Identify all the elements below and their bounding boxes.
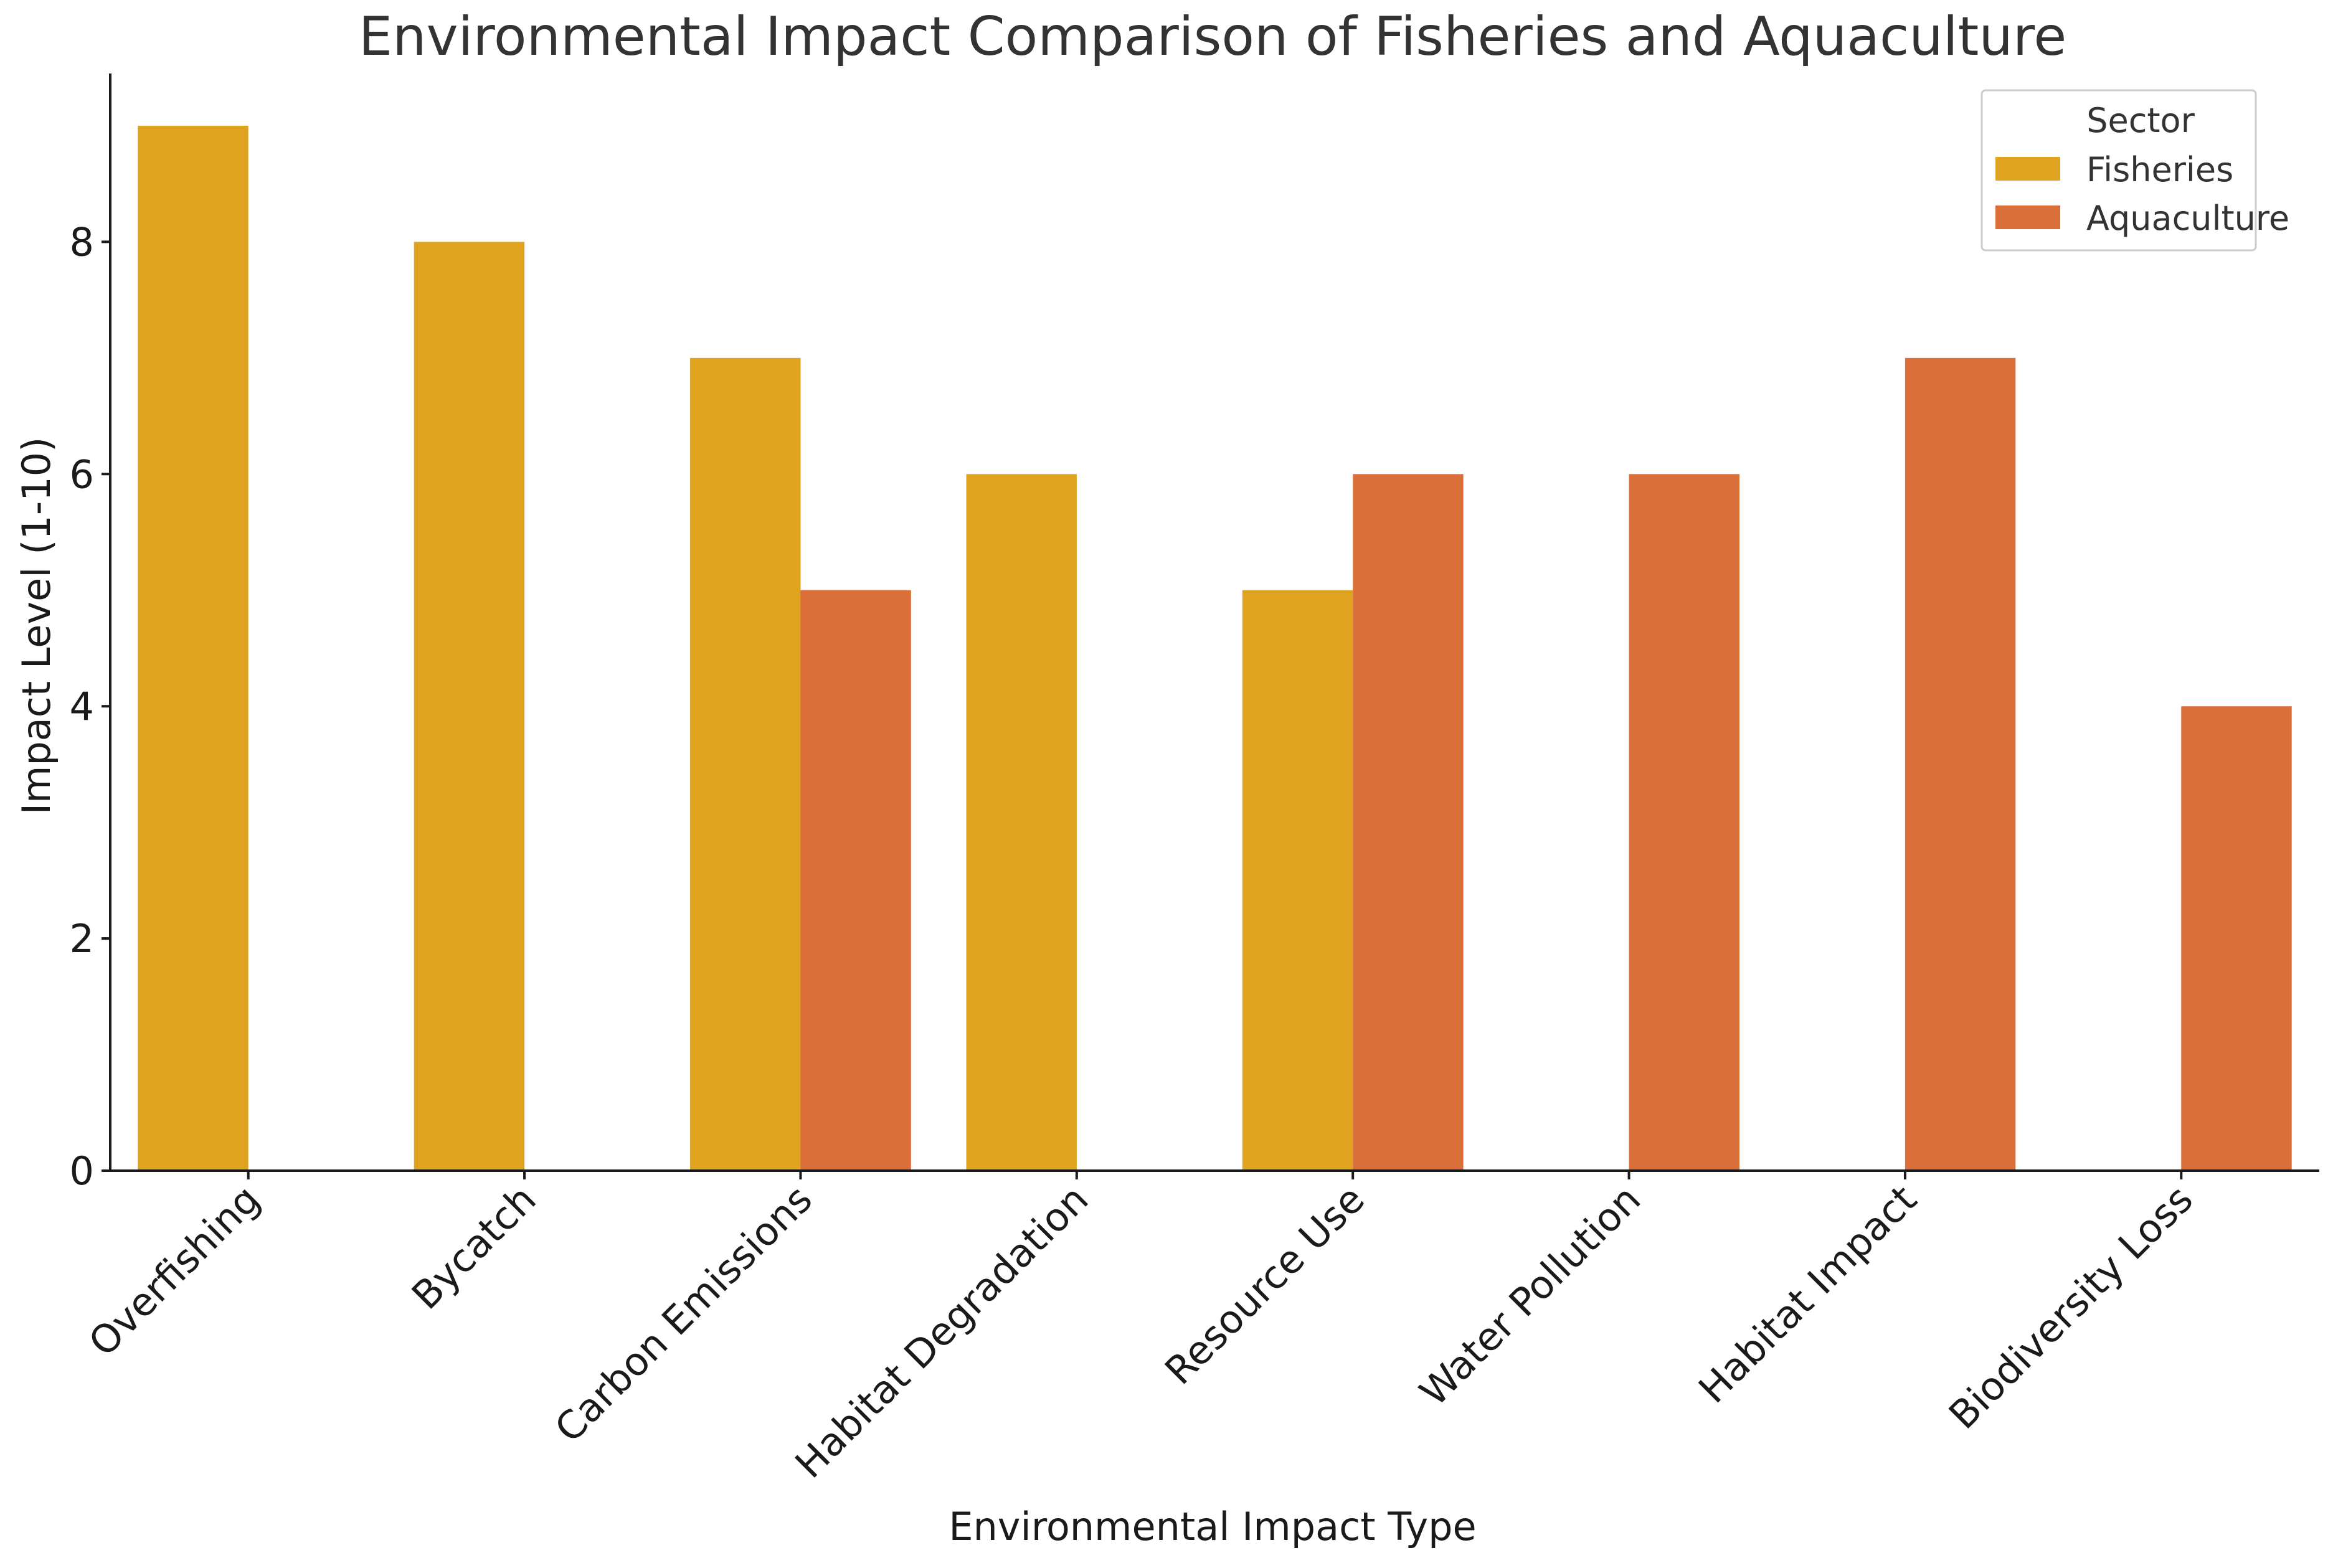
- x-tick-label-bycatch: Bycatch: [403, 1176, 545, 1318]
- x-tick-label-water-pollution: Water Pollution: [1411, 1176, 1649, 1415]
- x-axis-label: Environmental Impact Type: [949, 1504, 1476, 1549]
- bar-aquaculture-carbon-emissions: [800, 590, 911, 1171]
- y-tick-label-0: 0: [70, 1148, 94, 1194]
- bar-fisheries-resource-use: [1242, 590, 1353, 1171]
- bar-fisheries-habitat-degradation: [966, 474, 1077, 1171]
- bar-fisheries-bycatch: [414, 242, 525, 1171]
- bar-aquaculture-habitat-impact: [1905, 357, 2016, 1171]
- x-tick-label-overfishing: Overfishing: [80, 1176, 268, 1365]
- x-tick-label-biodiversity-loss: Biodiversity Loss: [1940, 1176, 2202, 1438]
- x-tick-label-carbon-emissions: Carbon Emissions: [546, 1176, 821, 1451]
- y-tick-label-6: 6: [70, 451, 94, 497]
- bars-layer: [138, 125, 2292, 1171]
- x-tick-label-habitat-degradation: Habitat Degradation: [787, 1176, 1097, 1487]
- legend: Sector Fisheries Aquaculture: [1980, 89, 2289, 252]
- y-tick-label-2: 2: [70, 916, 94, 961]
- legend-label-aquaculture: Aquaculture: [2086, 199, 2289, 238]
- bar-aquaculture-biodiversity-loss: [2181, 706, 2292, 1171]
- y-tick-label-4: 4: [70, 684, 94, 729]
- x-tick-label-habitat-impact: Habitat Impact: [1690, 1176, 1925, 1412]
- y-axis-label: Impact Level (1-10): [14, 437, 59, 815]
- legend-swatch-aquaculture: [1995, 205, 2060, 229]
- chart-title: Environmental Impact Comparison of Fishe…: [359, 6, 2066, 68]
- legend-swatch-fisheries: [1995, 157, 2060, 181]
- bar-aquaculture-water-pollution: [1629, 474, 1739, 1171]
- bar-aquaculture-resource-use: [1353, 474, 1464, 1171]
- legend-label-fisheries: Fisheries: [2086, 150, 2233, 189]
- x-tick-label-resource-use: Resource Use: [1156, 1176, 1373, 1394]
- bar-fisheries-carbon-emissions: [690, 357, 801, 1171]
- bar-fisheries-overfishing: [138, 125, 248, 1171]
- y-tick-label-8: 8: [70, 219, 94, 265]
- legend-title: Sector: [2086, 101, 2195, 140]
